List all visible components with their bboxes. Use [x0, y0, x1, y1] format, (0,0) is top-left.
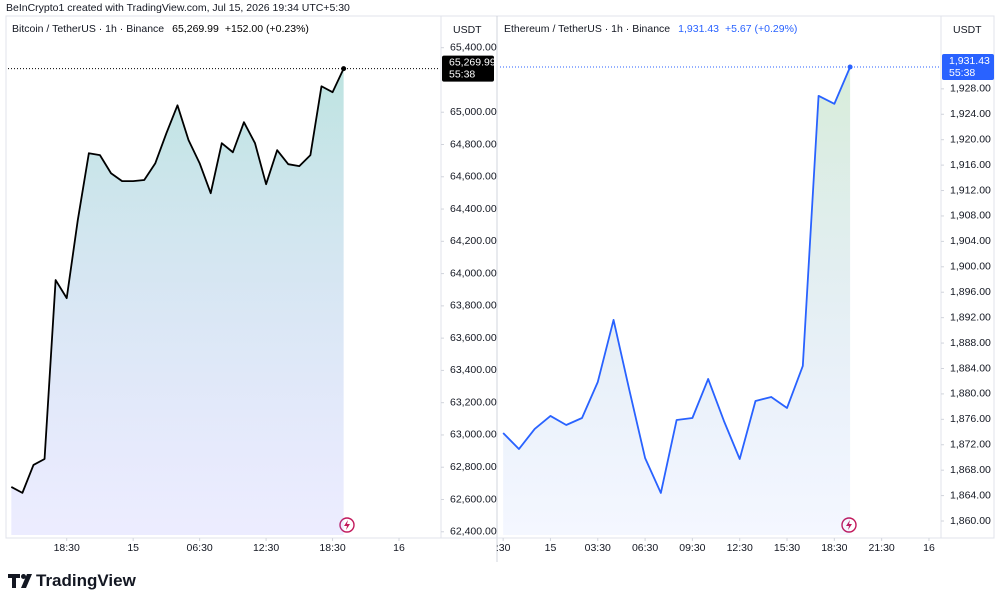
y-tick-label: 64,000.00: [450, 267, 497, 279]
y-tick-label: 1,900.00: [950, 261, 991, 273]
legend-price: 65,269.99: [172, 23, 219, 35]
x-tick-label: 15: [545, 542, 557, 554]
price-tag-countdown: 55:38: [449, 68, 475, 80]
legend-change: +5.67 (+0.29%): [725, 23, 797, 35]
legend-change: +152.00 (+0.23%): [225, 23, 309, 35]
y-tick-label: 64,200.00: [450, 235, 497, 247]
x-tick-label: 06:30: [632, 542, 658, 554]
y-tick-label: 62,800.00: [450, 461, 497, 473]
y-tick-label: 63,000.00: [450, 429, 497, 441]
x-tick-label: 18:30: [54, 542, 80, 554]
price-tag-countdown: 55:38: [949, 67, 975, 79]
x-tick-label: 12:30: [727, 542, 753, 554]
legend-title: Ethereum / TetherUS · 1h · Binance: [504, 23, 670, 35]
series: [10, 68, 345, 535]
y-tick-label: 62,400.00: [450, 526, 497, 538]
y-tick-label: 1,916.00: [950, 159, 991, 171]
x-tick-label: 15: [127, 542, 139, 554]
y-tick-label: 63,800.00: [450, 300, 497, 312]
area-fill: [503, 67, 851, 535]
legend-title: Bitcoin / TetherUS · 1h · Binance: [12, 23, 164, 35]
x-tick-label: 06:30: [186, 542, 212, 554]
y-tick-label: 1,904.00: [950, 235, 991, 247]
price-line: [10, 68, 345, 494]
y-tick-label: 1,924.00: [950, 108, 991, 120]
y-tick-label: 1,892.00: [950, 311, 991, 323]
price-line: [502, 66, 851, 494]
axis-unit: USDT: [953, 24, 982, 36]
price-tag-value: 1,931.43: [949, 55, 990, 67]
x-tick-label: 21:30: [869, 542, 895, 554]
y-tick-label: 1,872.00: [950, 439, 991, 451]
y-tick-label: 1,928.00: [950, 83, 991, 95]
y-tick-label: 64,400.00: [450, 203, 497, 215]
header-credit: BeInCrypto1 created with TradingView.com…: [6, 2, 350, 14]
y-tick-label: 1,868.00: [950, 464, 991, 476]
last-point: [341, 66, 347, 72]
logo: TradingView: [8, 571, 137, 590]
x-tick-label: 15:30: [774, 542, 800, 554]
x-tick-label: :30: [496, 542, 511, 554]
y-tick-label: 65,000.00: [450, 106, 497, 118]
x-tick-label: 16: [923, 542, 935, 554]
y-tick-label: 1,884.00: [950, 362, 991, 374]
y-tick-label: 63,600.00: [450, 332, 497, 344]
x-tick-label: 16: [393, 542, 405, 554]
y-tick-label: 1,880.00: [950, 388, 991, 400]
last-point: [847, 64, 853, 70]
y-tick-label: 1,912.00: [950, 184, 991, 196]
y-tick-label: 62,600.00: [450, 493, 497, 505]
y-tick-label: 64,800.00: [450, 138, 497, 150]
y-tick-label: 1,896.00: [950, 286, 991, 298]
x-tick-label: 18:30: [319, 542, 345, 554]
y-tick-label: 63,200.00: [450, 396, 497, 408]
x-tick-label: 12:30: [253, 542, 279, 554]
y-tick-label: 63,400.00: [450, 364, 497, 376]
y-tick-label: 1,876.00: [950, 413, 991, 425]
price-tag: [442, 55, 494, 82]
x-tick-label: 18:30: [821, 542, 847, 554]
y-tick-label: 1,920.00: [950, 133, 991, 145]
logo-text: TradingView: [36, 571, 137, 590]
price-tag-value: 65,269.99: [449, 56, 496, 68]
area-fill: [11, 68, 344, 535]
y-tick-label: 1,864.00: [950, 489, 991, 501]
axis-unit: USDT: [453, 24, 482, 36]
legend-price: 1,931.43: [678, 23, 719, 35]
x-tick-label: 09:30: [679, 542, 705, 554]
price-tag: [942, 54, 994, 81]
series: [502, 66, 851, 535]
x-tick-label: 03:30: [585, 542, 611, 554]
y-tick-label: 65,400.00: [450, 41, 497, 53]
y-tick-label: 1,860.00: [950, 515, 991, 527]
y-tick-label: 64,600.00: [450, 171, 497, 183]
y-tick-label: 1,908.00: [950, 210, 991, 222]
y-tick-label: 1,888.00: [950, 337, 991, 349]
